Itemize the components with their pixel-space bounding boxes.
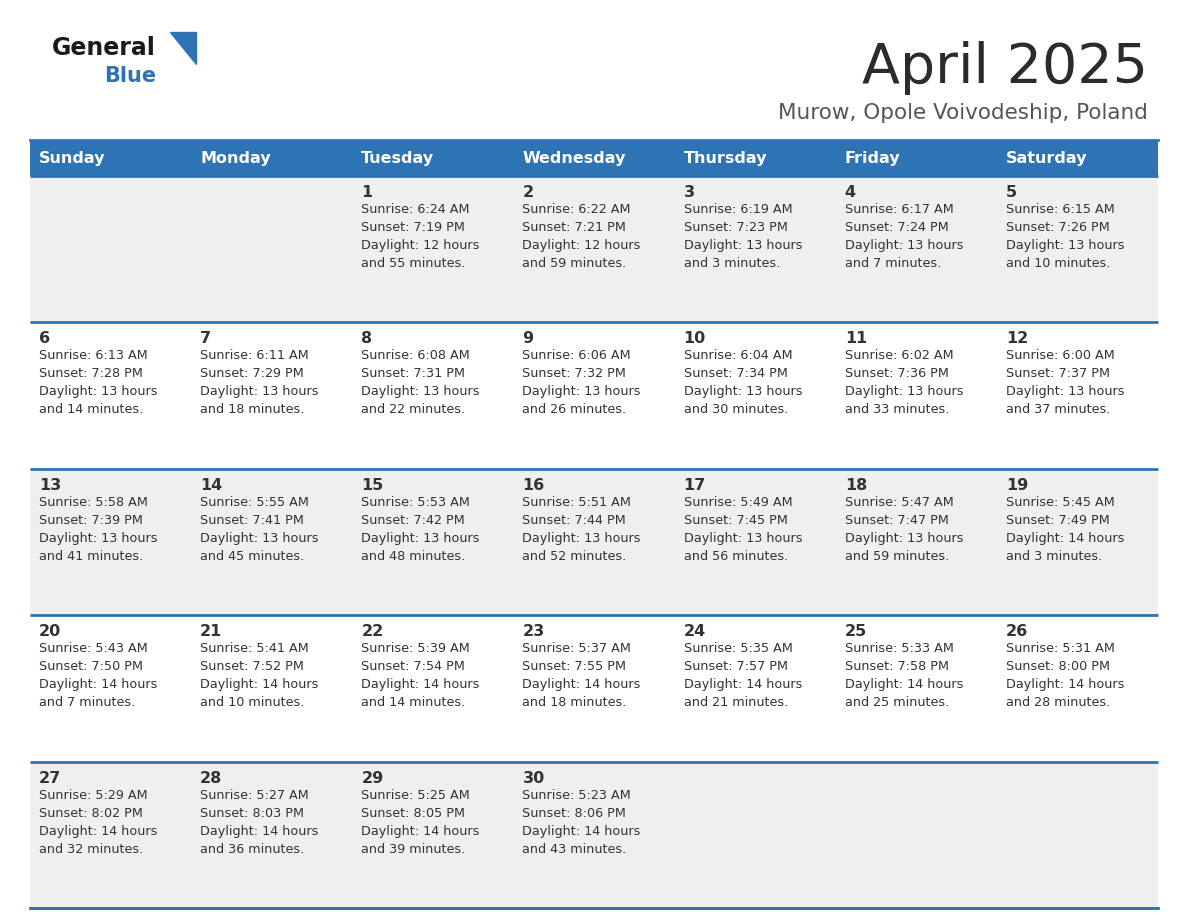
Text: Sunrise: 5:23 AM
Sunset: 8:06 PM
Daylight: 14 hours
and 43 minutes.: Sunrise: 5:23 AM Sunset: 8:06 PM Dayligh…: [523, 789, 640, 856]
Text: 8: 8: [361, 331, 372, 346]
Bar: [30, 140, 1158, 176]
Text: Sunrise: 5:27 AM
Sunset: 8:03 PM
Daylight: 14 hours
and 36 minutes.: Sunrise: 5:27 AM Sunset: 8:03 PM Dayligh…: [200, 789, 318, 856]
Text: Sunrise: 6:17 AM
Sunset: 7:24 PM
Daylight: 13 hours
and 7 minutes.: Sunrise: 6:17 AM Sunset: 7:24 PM Dayligh…: [845, 203, 963, 270]
Text: Sunrise: 5:43 AM
Sunset: 7:50 PM
Daylight: 14 hours
and 7 minutes.: Sunrise: 5:43 AM Sunset: 7:50 PM Dayligh…: [39, 643, 157, 710]
Text: 14: 14: [200, 477, 222, 493]
Text: 16: 16: [523, 477, 544, 493]
Text: Sunrise: 6:08 AM
Sunset: 7:31 PM
Daylight: 13 hours
and 22 minutes.: Sunrise: 6:08 AM Sunset: 7:31 PM Dayligh…: [361, 350, 480, 417]
Text: 26: 26: [1006, 624, 1028, 639]
Text: 20: 20: [39, 624, 62, 639]
Polygon shape: [170, 32, 196, 64]
Text: 25: 25: [845, 624, 867, 639]
Text: 19: 19: [1006, 477, 1028, 493]
Text: Friday: Friday: [845, 151, 901, 165]
Text: 3: 3: [683, 185, 695, 200]
Text: Sunrise: 5:39 AM
Sunset: 7:54 PM
Daylight: 14 hours
and 14 minutes.: Sunrise: 5:39 AM Sunset: 7:54 PM Dayligh…: [361, 643, 480, 710]
Text: 2: 2: [523, 185, 533, 200]
Text: Sunday: Sunday: [39, 151, 106, 165]
Text: Tuesday: Tuesday: [361, 151, 435, 165]
Text: Sunrise: 5:37 AM
Sunset: 7:55 PM
Daylight: 14 hours
and 18 minutes.: Sunrise: 5:37 AM Sunset: 7:55 PM Dayligh…: [523, 643, 640, 710]
Text: Sunrise: 6:06 AM
Sunset: 7:32 PM
Daylight: 13 hours
and 26 minutes.: Sunrise: 6:06 AM Sunset: 7:32 PM Dayligh…: [523, 350, 642, 417]
Text: 29: 29: [361, 770, 384, 786]
Text: Sunrise: 5:49 AM
Sunset: 7:45 PM
Daylight: 13 hours
and 56 minutes.: Sunrise: 5:49 AM Sunset: 7:45 PM Dayligh…: [683, 496, 802, 563]
Text: Murow, Opole Voivodeship, Poland: Murow, Opole Voivodeship, Poland: [778, 103, 1148, 123]
Text: April 2025: April 2025: [862, 41, 1148, 95]
Text: Sunrise: 6:04 AM
Sunset: 7:34 PM
Daylight: 13 hours
and 30 minutes.: Sunrise: 6:04 AM Sunset: 7:34 PM Dayligh…: [683, 350, 802, 417]
Text: Thursday: Thursday: [683, 151, 767, 165]
Text: 21: 21: [200, 624, 222, 639]
Bar: [30, 176, 1158, 322]
Text: 23: 23: [523, 624, 544, 639]
Text: 9: 9: [523, 331, 533, 346]
Text: 27: 27: [39, 770, 62, 786]
Text: Sunrise: 6:00 AM
Sunset: 7:37 PM
Daylight: 13 hours
and 37 minutes.: Sunrise: 6:00 AM Sunset: 7:37 PM Dayligh…: [1006, 350, 1124, 417]
Bar: [30, 469, 1158, 615]
Text: Sunrise: 6:24 AM
Sunset: 7:19 PM
Daylight: 12 hours
and 55 minutes.: Sunrise: 6:24 AM Sunset: 7:19 PM Dayligh…: [361, 203, 480, 270]
Text: Sunrise: 6:13 AM
Sunset: 7:28 PM
Daylight: 13 hours
and 14 minutes.: Sunrise: 6:13 AM Sunset: 7:28 PM Dayligh…: [39, 350, 158, 417]
Text: Wednesday: Wednesday: [523, 151, 626, 165]
Text: 12: 12: [1006, 331, 1028, 346]
Text: 11: 11: [845, 331, 867, 346]
Text: Blue: Blue: [105, 66, 156, 86]
Text: Sunrise: 5:33 AM
Sunset: 7:58 PM
Daylight: 14 hours
and 25 minutes.: Sunrise: 5:33 AM Sunset: 7:58 PM Dayligh…: [845, 643, 963, 710]
Bar: [30, 322, 1158, 469]
Text: Sunrise: 5:51 AM
Sunset: 7:44 PM
Daylight: 13 hours
and 52 minutes.: Sunrise: 5:51 AM Sunset: 7:44 PM Dayligh…: [523, 496, 642, 563]
Text: Monday: Monday: [200, 151, 271, 165]
Text: Sunrise: 5:25 AM
Sunset: 8:05 PM
Daylight: 14 hours
and 39 minutes.: Sunrise: 5:25 AM Sunset: 8:05 PM Dayligh…: [361, 789, 480, 856]
Text: Sunrise: 6:02 AM
Sunset: 7:36 PM
Daylight: 13 hours
and 33 minutes.: Sunrise: 6:02 AM Sunset: 7:36 PM Dayligh…: [845, 350, 963, 417]
Text: 1: 1: [361, 185, 372, 200]
Text: 30: 30: [523, 770, 544, 786]
Text: Sunrise: 5:45 AM
Sunset: 7:49 PM
Daylight: 14 hours
and 3 minutes.: Sunrise: 5:45 AM Sunset: 7:49 PM Dayligh…: [1006, 496, 1124, 563]
Text: 10: 10: [683, 331, 706, 346]
Bar: [30, 762, 1158, 908]
Text: 28: 28: [200, 770, 222, 786]
Text: Sunrise: 5:53 AM
Sunset: 7:42 PM
Daylight: 13 hours
and 48 minutes.: Sunrise: 5:53 AM Sunset: 7:42 PM Dayligh…: [361, 496, 480, 563]
Text: 18: 18: [845, 477, 867, 493]
Text: Sunrise: 5:35 AM
Sunset: 7:57 PM
Daylight: 14 hours
and 21 minutes.: Sunrise: 5:35 AM Sunset: 7:57 PM Dayligh…: [683, 643, 802, 710]
Text: Sunrise: 5:47 AM
Sunset: 7:47 PM
Daylight: 13 hours
and 59 minutes.: Sunrise: 5:47 AM Sunset: 7:47 PM Dayligh…: [845, 496, 963, 563]
Text: 7: 7: [200, 331, 211, 346]
Text: Sunrise: 5:55 AM
Sunset: 7:41 PM
Daylight: 13 hours
and 45 minutes.: Sunrise: 5:55 AM Sunset: 7:41 PM Dayligh…: [200, 496, 318, 563]
Text: Sunrise: 6:15 AM
Sunset: 7:26 PM
Daylight: 13 hours
and 10 minutes.: Sunrise: 6:15 AM Sunset: 7:26 PM Dayligh…: [1006, 203, 1124, 270]
Text: Sunrise: 5:58 AM
Sunset: 7:39 PM
Daylight: 13 hours
and 41 minutes.: Sunrise: 5:58 AM Sunset: 7:39 PM Dayligh…: [39, 496, 158, 563]
Text: Sunrise: 6:19 AM
Sunset: 7:23 PM
Daylight: 13 hours
and 3 minutes.: Sunrise: 6:19 AM Sunset: 7:23 PM Dayligh…: [683, 203, 802, 270]
Text: 17: 17: [683, 477, 706, 493]
Text: 5: 5: [1006, 185, 1017, 200]
Text: Sunrise: 5:31 AM
Sunset: 8:00 PM
Daylight: 14 hours
and 28 minutes.: Sunrise: 5:31 AM Sunset: 8:00 PM Dayligh…: [1006, 643, 1124, 710]
Text: 22: 22: [361, 624, 384, 639]
Text: 15: 15: [361, 477, 384, 493]
Text: Saturday: Saturday: [1006, 151, 1087, 165]
Text: Sunrise: 6:11 AM
Sunset: 7:29 PM
Daylight: 13 hours
and 18 minutes.: Sunrise: 6:11 AM Sunset: 7:29 PM Dayligh…: [200, 350, 318, 417]
Text: Sunrise: 6:22 AM
Sunset: 7:21 PM
Daylight: 12 hours
and 59 minutes.: Sunrise: 6:22 AM Sunset: 7:21 PM Dayligh…: [523, 203, 640, 270]
Text: Sunrise: 5:29 AM
Sunset: 8:02 PM
Daylight: 14 hours
and 32 minutes.: Sunrise: 5:29 AM Sunset: 8:02 PM Dayligh…: [39, 789, 157, 856]
Text: 13: 13: [39, 477, 62, 493]
Text: 6: 6: [39, 331, 50, 346]
Text: 24: 24: [683, 624, 706, 639]
Text: 4: 4: [845, 185, 855, 200]
Bar: [30, 615, 1158, 762]
Text: General: General: [52, 36, 156, 60]
Text: Sunrise: 5:41 AM
Sunset: 7:52 PM
Daylight: 14 hours
and 10 minutes.: Sunrise: 5:41 AM Sunset: 7:52 PM Dayligh…: [200, 643, 318, 710]
